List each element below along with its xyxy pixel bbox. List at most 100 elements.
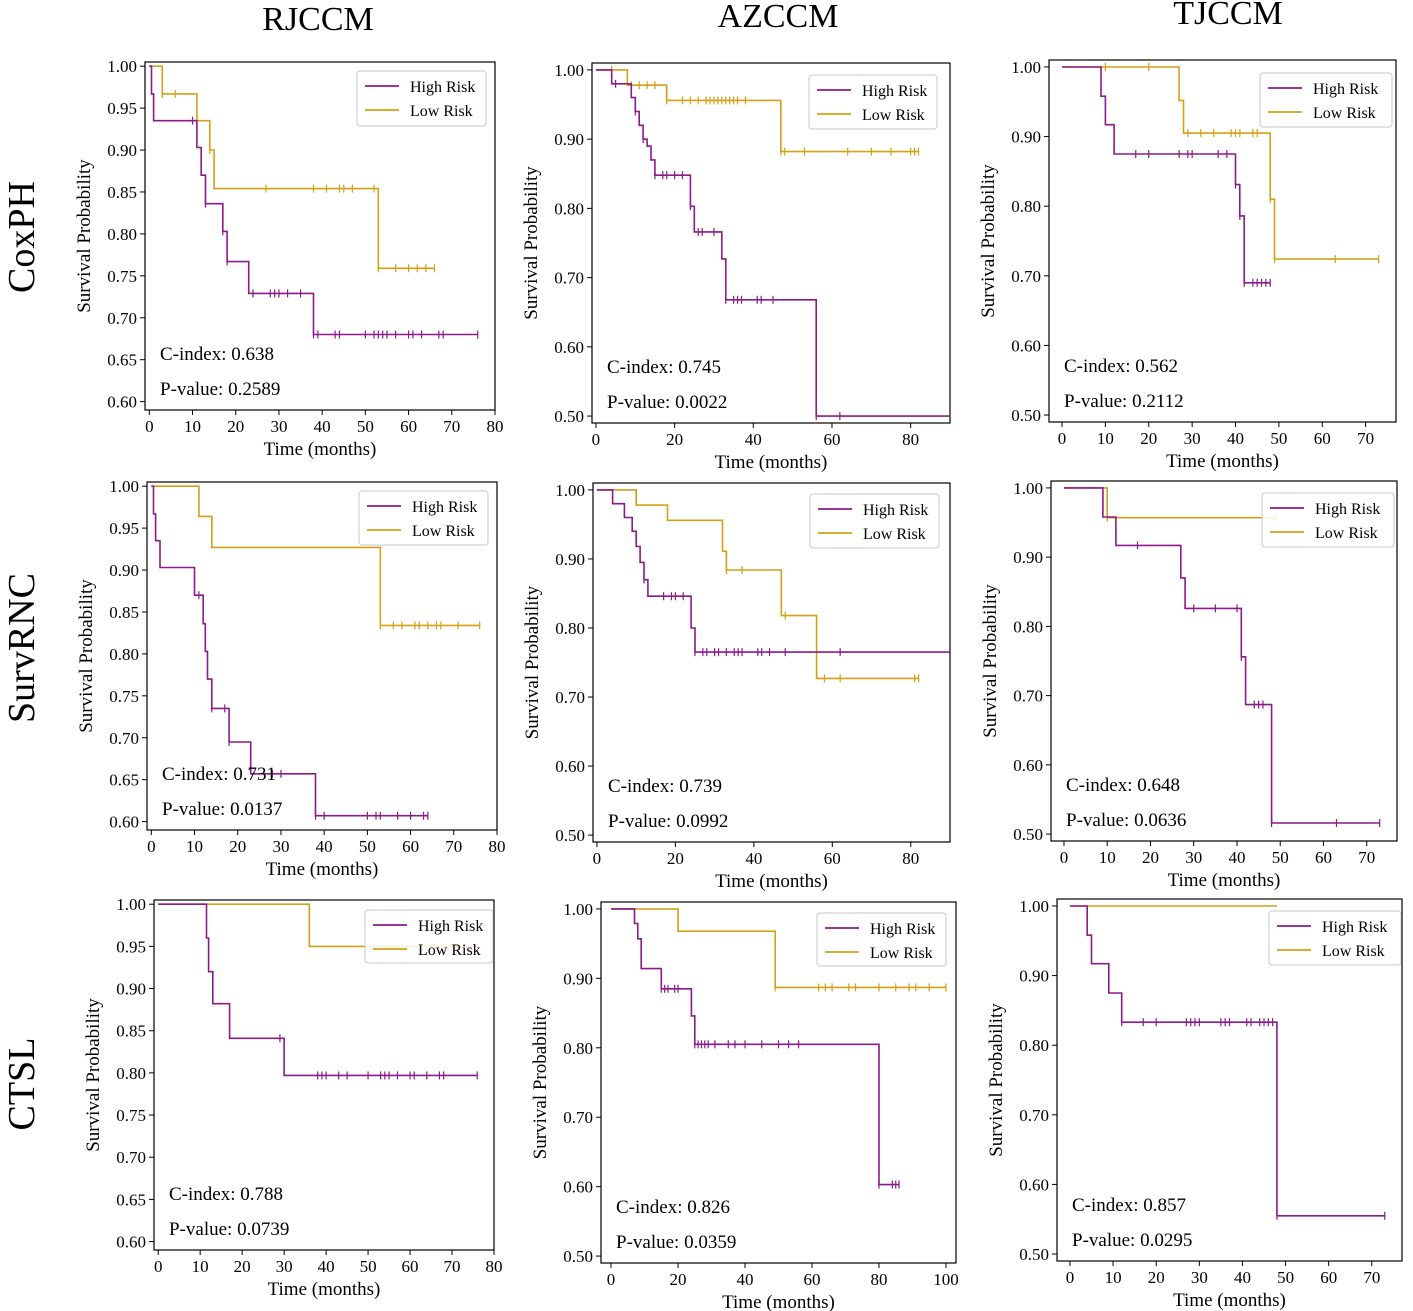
x-tick-label: 0 — [607, 1270, 616, 1289]
x-tick-label: 20 — [1140, 429, 1157, 448]
x-tick-label: 70 — [443, 417, 460, 436]
legend-high-risk-label: High Risk — [418, 918, 483, 935]
y-tick-label: 1.00 — [1013, 479, 1043, 498]
y-tick-label: 0.85 — [107, 183, 137, 202]
x-axis-label: Time (months) — [1166, 451, 1279, 472]
y-tick-label: 0.50 — [1019, 1245, 1049, 1264]
row-title-survrnc: SurvRNC — [1, 573, 43, 723]
y-tick-label: 0.50 — [1013, 825, 1043, 844]
x-tick-label: 70 — [1358, 848, 1375, 867]
legend-low-risk-label: Low Risk — [410, 103, 473, 120]
y-tick-label: 0.60 — [107, 393, 137, 412]
y-tick-label: 1.00 — [107, 57, 137, 76]
y-axis-label: Survival Probability — [83, 998, 104, 1152]
y-tick-label: 0.80 — [1013, 617, 1043, 636]
x-tick-label: 0 — [147, 837, 156, 856]
plot-frame — [144, 61, 496, 411]
low-risk-curve — [1062, 66, 1379, 260]
x-tick-label: 60 — [402, 837, 419, 856]
x-tick-label: 10 — [1097, 429, 1114, 448]
x-tick-label: 40 — [1228, 848, 1245, 867]
p-value-label: P-value: 0.0636 — [1066, 810, 1186, 831]
high-risk-curve — [158, 903, 478, 1077]
legend-low-risk-label: Low Risk — [1313, 105, 1376, 122]
km-panel-4: 0 20 40 60 80 1.00 0.90 0.80 0.70 0.60 0.50 Time (m… — [522, 481, 951, 892]
x-tick-label: 70 — [445, 837, 462, 856]
x-tick-label: 30 — [276, 1257, 293, 1276]
y-tick-label: 0.65 — [109, 771, 139, 790]
y-tick-label: 1.00 — [1011, 58, 1041, 77]
y-tick-label: 0.95 — [109, 519, 139, 538]
y-tick-label: 0.80 — [1011, 197, 1041, 216]
y-axis-label: Survival Probability — [530, 1005, 551, 1159]
y-tick-label: 0.90 — [555, 550, 585, 569]
row-title-coxph: CoxPH — [1, 181, 43, 293]
legend-high-risk-label: High Risk — [410, 79, 475, 96]
y-tick-label: 0.80 — [1019, 1036, 1049, 1055]
y-axis-label: Survival Probability — [76, 579, 97, 733]
y-tick-label: 0.75 — [116, 1106, 146, 1125]
y-tick-label: 0.70 — [107, 309, 137, 328]
legend-low-risk-label: Low Risk — [412, 523, 475, 540]
x-tick-label: 50 — [1272, 848, 1289, 867]
x-axis-label: Time (months) — [264, 439, 377, 460]
x-axis-label: Time (months) — [268, 1279, 381, 1300]
y-tick-label: 0.65 — [107, 351, 137, 370]
c-index-label: C-index: 0.648 — [1066, 775, 1180, 796]
y-tick-label: 0.50 — [563, 1247, 593, 1266]
y-tick-label: 0.60 — [1011, 336, 1041, 355]
x-tick-label: 30 — [272, 837, 289, 856]
legend-box — [1261, 492, 1395, 548]
x-tick-label: 20 — [666, 430, 683, 449]
km-panel-5: 0 10 20 30 40 50 60 70 1.00 0.90 0.80 0.70 0.60 0.50 T… — [980, 479, 1398, 891]
y-tick-label: 0.60 — [563, 1178, 593, 1197]
y-tick-label: 0.65 — [116, 1190, 146, 1209]
x-tick-label: 10 — [1105, 1268, 1122, 1287]
row-title-ctsl: CTSL — [1, 1038, 43, 1131]
x-tick-label: 20 — [229, 837, 246, 856]
km-panel-3: 0 10 20 30 40 50 60 70 80 1.00 0.95 0.90 0.85 0.80 0.7… — [76, 477, 506, 880]
c-index-label: C-index: 0.826 — [616, 1197, 730, 1218]
y-tick-label: 0.70 — [563, 1108, 593, 1127]
legend: High Risk Low Risk — [1259, 72, 1393, 128]
p-value-label: P-value: 0.0295 — [1072, 1230, 1192, 1251]
low-risk-curve — [149, 65, 435, 270]
y-tick-label: 0.70 — [1019, 1106, 1049, 1125]
y-tick-label: 0.50 — [555, 826, 585, 845]
y-tick-label: 0.70 — [1013, 687, 1043, 706]
legend-high-risk-label: High Risk — [1315, 501, 1380, 518]
p-value-label: P-value: 0.0739 — [169, 1219, 289, 1240]
km-panel-1: 0 20 40 60 80 1.00 0.90 0.80 0.70 0.60 0.50 Time (m… — [521, 61, 951, 473]
y-tick-label: 0.90 — [116, 980, 146, 999]
y-tick-label: 0.85 — [116, 1022, 146, 1041]
c-index-label: C-index: 0.745 — [607, 357, 721, 378]
y-tick-label: 1.00 — [563, 900, 593, 919]
x-tick-label: 40 — [314, 417, 331, 436]
x-tick-label: 50 — [1270, 429, 1287, 448]
y-tick-label: 0.70 — [116, 1148, 146, 1167]
y-tick-label: 0.50 — [1011, 406, 1041, 425]
legend-low-risk-label: Low Risk — [862, 107, 925, 124]
c-index-label: C-index: 0.788 — [169, 1184, 283, 1205]
x-tick-label: 0 — [1060, 848, 1069, 867]
y-tick-label: 1.00 — [109, 477, 139, 496]
plot-frame — [592, 482, 951, 843]
x-tick-label: 50 — [357, 417, 374, 436]
x-tick-label: 50 — [359, 837, 376, 856]
x-tick-label: 20 — [667, 849, 684, 868]
y-tick-label: 0.80 — [107, 225, 137, 244]
high-risk-curve — [611, 908, 900, 1186]
y-tick-label: 0.75 — [107, 267, 137, 286]
x-tick-label: 30 — [270, 417, 287, 436]
x-axis-label: Time (months) — [1168, 870, 1281, 891]
legend: High Risk Low Risk — [364, 909, 494, 964]
y-tick-label: 0.95 — [107, 99, 137, 118]
plot-frame — [146, 481, 498, 831]
x-tick-label: 40 — [745, 430, 762, 449]
x-tick-label: 30 — [1191, 1268, 1208, 1287]
y-tick-label: 0.70 — [554, 269, 584, 288]
legend-high-risk-label: High Risk — [1313, 81, 1378, 98]
x-tick-label: 0 — [593, 849, 602, 868]
y-tick-label: 1.00 — [555, 481, 585, 500]
high-risk-curve — [596, 489, 950, 653]
